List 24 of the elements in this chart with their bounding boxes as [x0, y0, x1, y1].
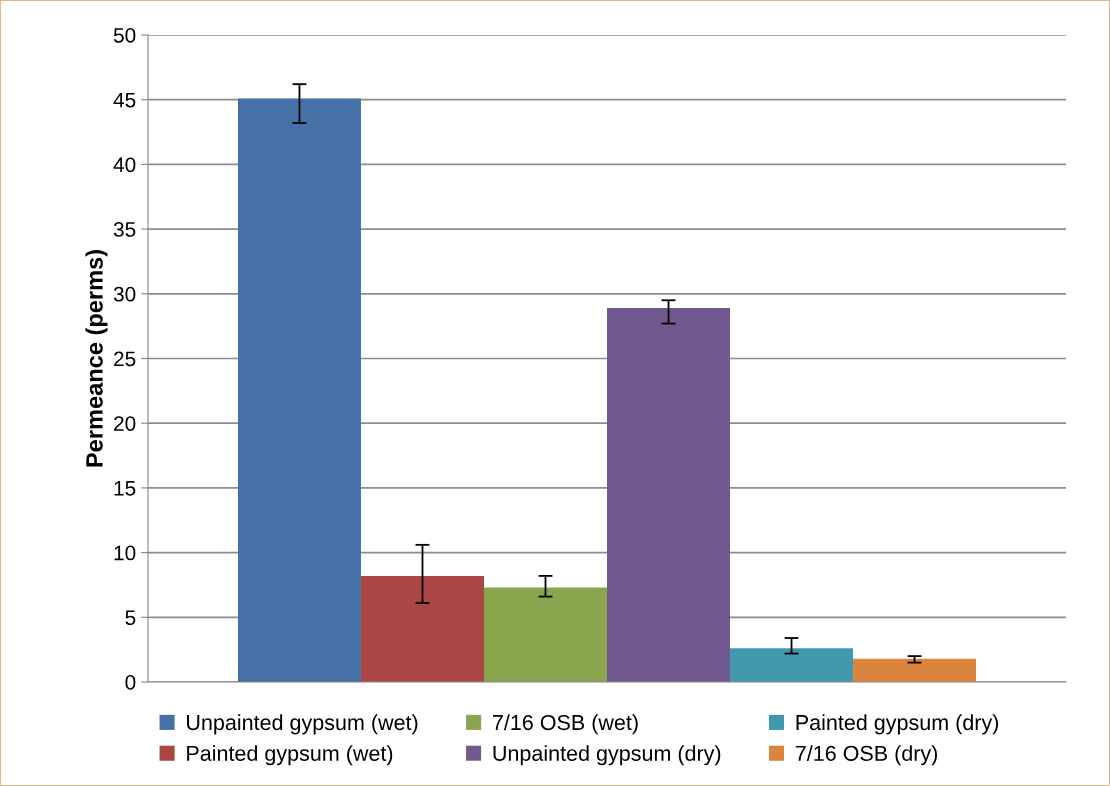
y-tick-label: 10 [114, 545, 136, 561]
legend-label: Painted gypsum (dry) [796, 714, 999, 735]
y-tick-label: 50 [113, 28, 136, 43]
y-axis-title: Permeance (perms) [85, 250, 108, 467]
legend-label: 7/16 OSB (wet) [492, 714, 638, 735]
y-tick-label: 0 [125, 675, 136, 690]
bar [483, 587, 607, 682]
y-tick-label: 20 [114, 416, 136, 431]
y-tick-label: 5 [125, 610, 136, 626]
y-tick-label: 45 [113, 92, 136, 108]
y-tick-label: 30 [113, 286, 136, 302]
bar [607, 308, 731, 682]
bar [237, 98, 361, 682]
legend-label: Unpainted gypsum (wet) [187, 714, 418, 735]
y-tick-label: 40 [113, 157, 136, 173]
legend-label: Unpainted gypsum (dry) [493, 745, 721, 766]
bar [360, 575, 484, 682]
bar [853, 658, 977, 682]
y-tick-label: 25 [114, 351, 136, 367]
y-tick-label: 35 [113, 222, 136, 237]
bar [730, 648, 854, 682]
legend-label: Painted gypsum (wet) [187, 745, 393, 766]
legend-label: 7/16 OSB (dry) [795, 745, 938, 766]
y-tick-label: 15 [114, 481, 136, 496]
